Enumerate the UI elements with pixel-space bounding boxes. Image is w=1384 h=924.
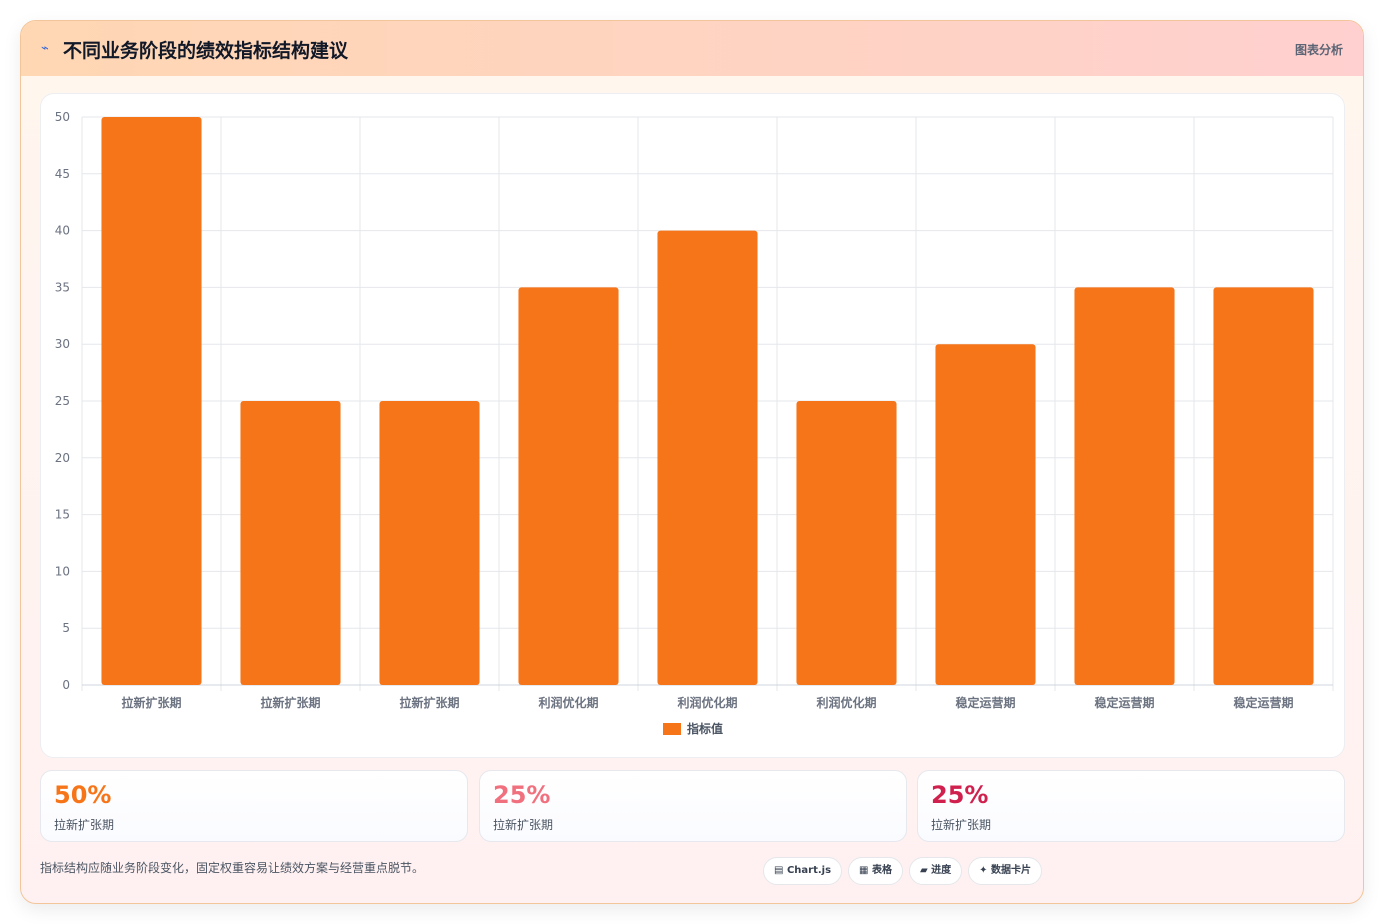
stat-card-2: 25% 拉新扩张期	[479, 770, 907, 842]
chip-chartjs[interactable]: ▤ Chart.js	[763, 857, 843, 885]
bar	[1213, 287, 1314, 685]
legend-label: 指标值	[687, 721, 723, 736]
x-tick-label: 拉新扩张期	[399, 695, 459, 710]
y-tick-label: 0	[62, 678, 70, 692]
chart-card: ⌁ 不同业务阶段的绩效指标结构建议 图表分析 0 5 10 15 20 25 30 35 40 4…	[20, 20, 1364, 904]
card-header: ⌁ 不同业务阶段的绩效指标结构建议 图表分析	[21, 21, 1363, 76]
chip-label: Chart.js	[786, 865, 832, 876]
stat-value: 25%	[931, 781, 989, 809]
stat-card-1: 50% 拉新扩张期	[40, 770, 468, 842]
x-tick-label: 拉新扩张期	[260, 695, 320, 710]
table-icon: ▦	[859, 865, 869, 876]
y-tick-label: 20	[55, 451, 70, 465]
chart-analysis-tag: 图表分析	[1294, 43, 1343, 57]
stat-value: 25%	[493, 781, 551, 809]
bar	[101, 117, 202, 685]
chart-title: 不同业务阶段的绩效指标结构建议	[63, 40, 349, 62]
bar	[240, 401, 341, 685]
stat-label: 拉新扩张期	[54, 818, 115, 832]
lightning-icon: ⌁	[41, 41, 49, 56]
progress-icon: ▰	[919, 865, 928, 876]
bar	[518, 287, 619, 685]
sparkle-icon: ✦	[979, 865, 988, 876]
footer-note: 指标结构应随业务阶段变化，固定权重容易让绩效方案与经营重点脱节。	[40, 861, 425, 875]
stat-value: 50%	[54, 781, 112, 809]
bar	[379, 401, 480, 685]
x-tick-label: 利润优化期	[538, 695, 598, 710]
y-tick-label: 40	[55, 224, 70, 238]
stat-label: 拉新扩张期	[931, 818, 992, 832]
x-tick-label: 利润优化期	[816, 695, 876, 710]
x-tick-label: 利润优化期	[677, 695, 737, 710]
tech-chips: ▤ Chart.js ▦ 表格 ▰ 进度 ✦ 数据卡片	[763, 857, 1048, 885]
x-tick-label: 稳定运营期	[1094, 695, 1154, 710]
stat-cards: 50% 拉新扩张期 25% 拉新扩张期 25% 拉新扩张期	[40, 770, 1345, 842]
chart-icon: ▤	[774, 865, 784, 876]
chip-table[interactable]: ▦ 表格	[848, 857, 903, 885]
y-tick-label: 10	[55, 564, 70, 578]
stat-label: 拉新扩张期	[493, 818, 554, 832]
bar-chart: 0 5 10 15 20 25 30 35 40 45 50 拉新扩张期 拉新扩张期 拉新扩张期 利润优化期…	[55, 110, 1334, 736]
bar	[796, 401, 897, 685]
bar	[1074, 287, 1175, 685]
chip-label: 表格	[871, 865, 892, 876]
x-tick-label: 稳定运营期	[1233, 695, 1293, 710]
bar	[657, 230, 758, 685]
chip-data-card[interactable]: ✦ 数据卡片	[968, 857, 1043, 885]
y-tick-label: 15	[55, 508, 70, 522]
y-tick-label: 25	[55, 394, 70, 408]
chip-label: 进度	[931, 865, 952, 876]
y-tick-label: 35	[55, 280, 70, 294]
stat-card-3: 25% 拉新扩张期	[917, 770, 1345, 842]
y-tick-label: 45	[55, 167, 70, 181]
y-tick-label: 50	[55, 110, 70, 124]
y-tick-label: 30	[55, 337, 70, 351]
x-tick-label: 稳定运营期	[955, 695, 1015, 710]
legend-swatch	[663, 723, 681, 735]
chart-panel: 0 5 10 15 20 25 30 35 40 45 50 拉新扩张期 拉新扩张期 拉新扩张期 利润优化期…	[40, 93, 1345, 758]
chip-label: 数据卡片	[991, 865, 1032, 876]
x-tick-label: 拉新扩张期	[121, 695, 181, 710]
y-tick-label: 5	[62, 621, 70, 635]
chip-progress[interactable]: ▰ 进度	[908, 857, 963, 885]
bar	[935, 344, 1036, 685]
